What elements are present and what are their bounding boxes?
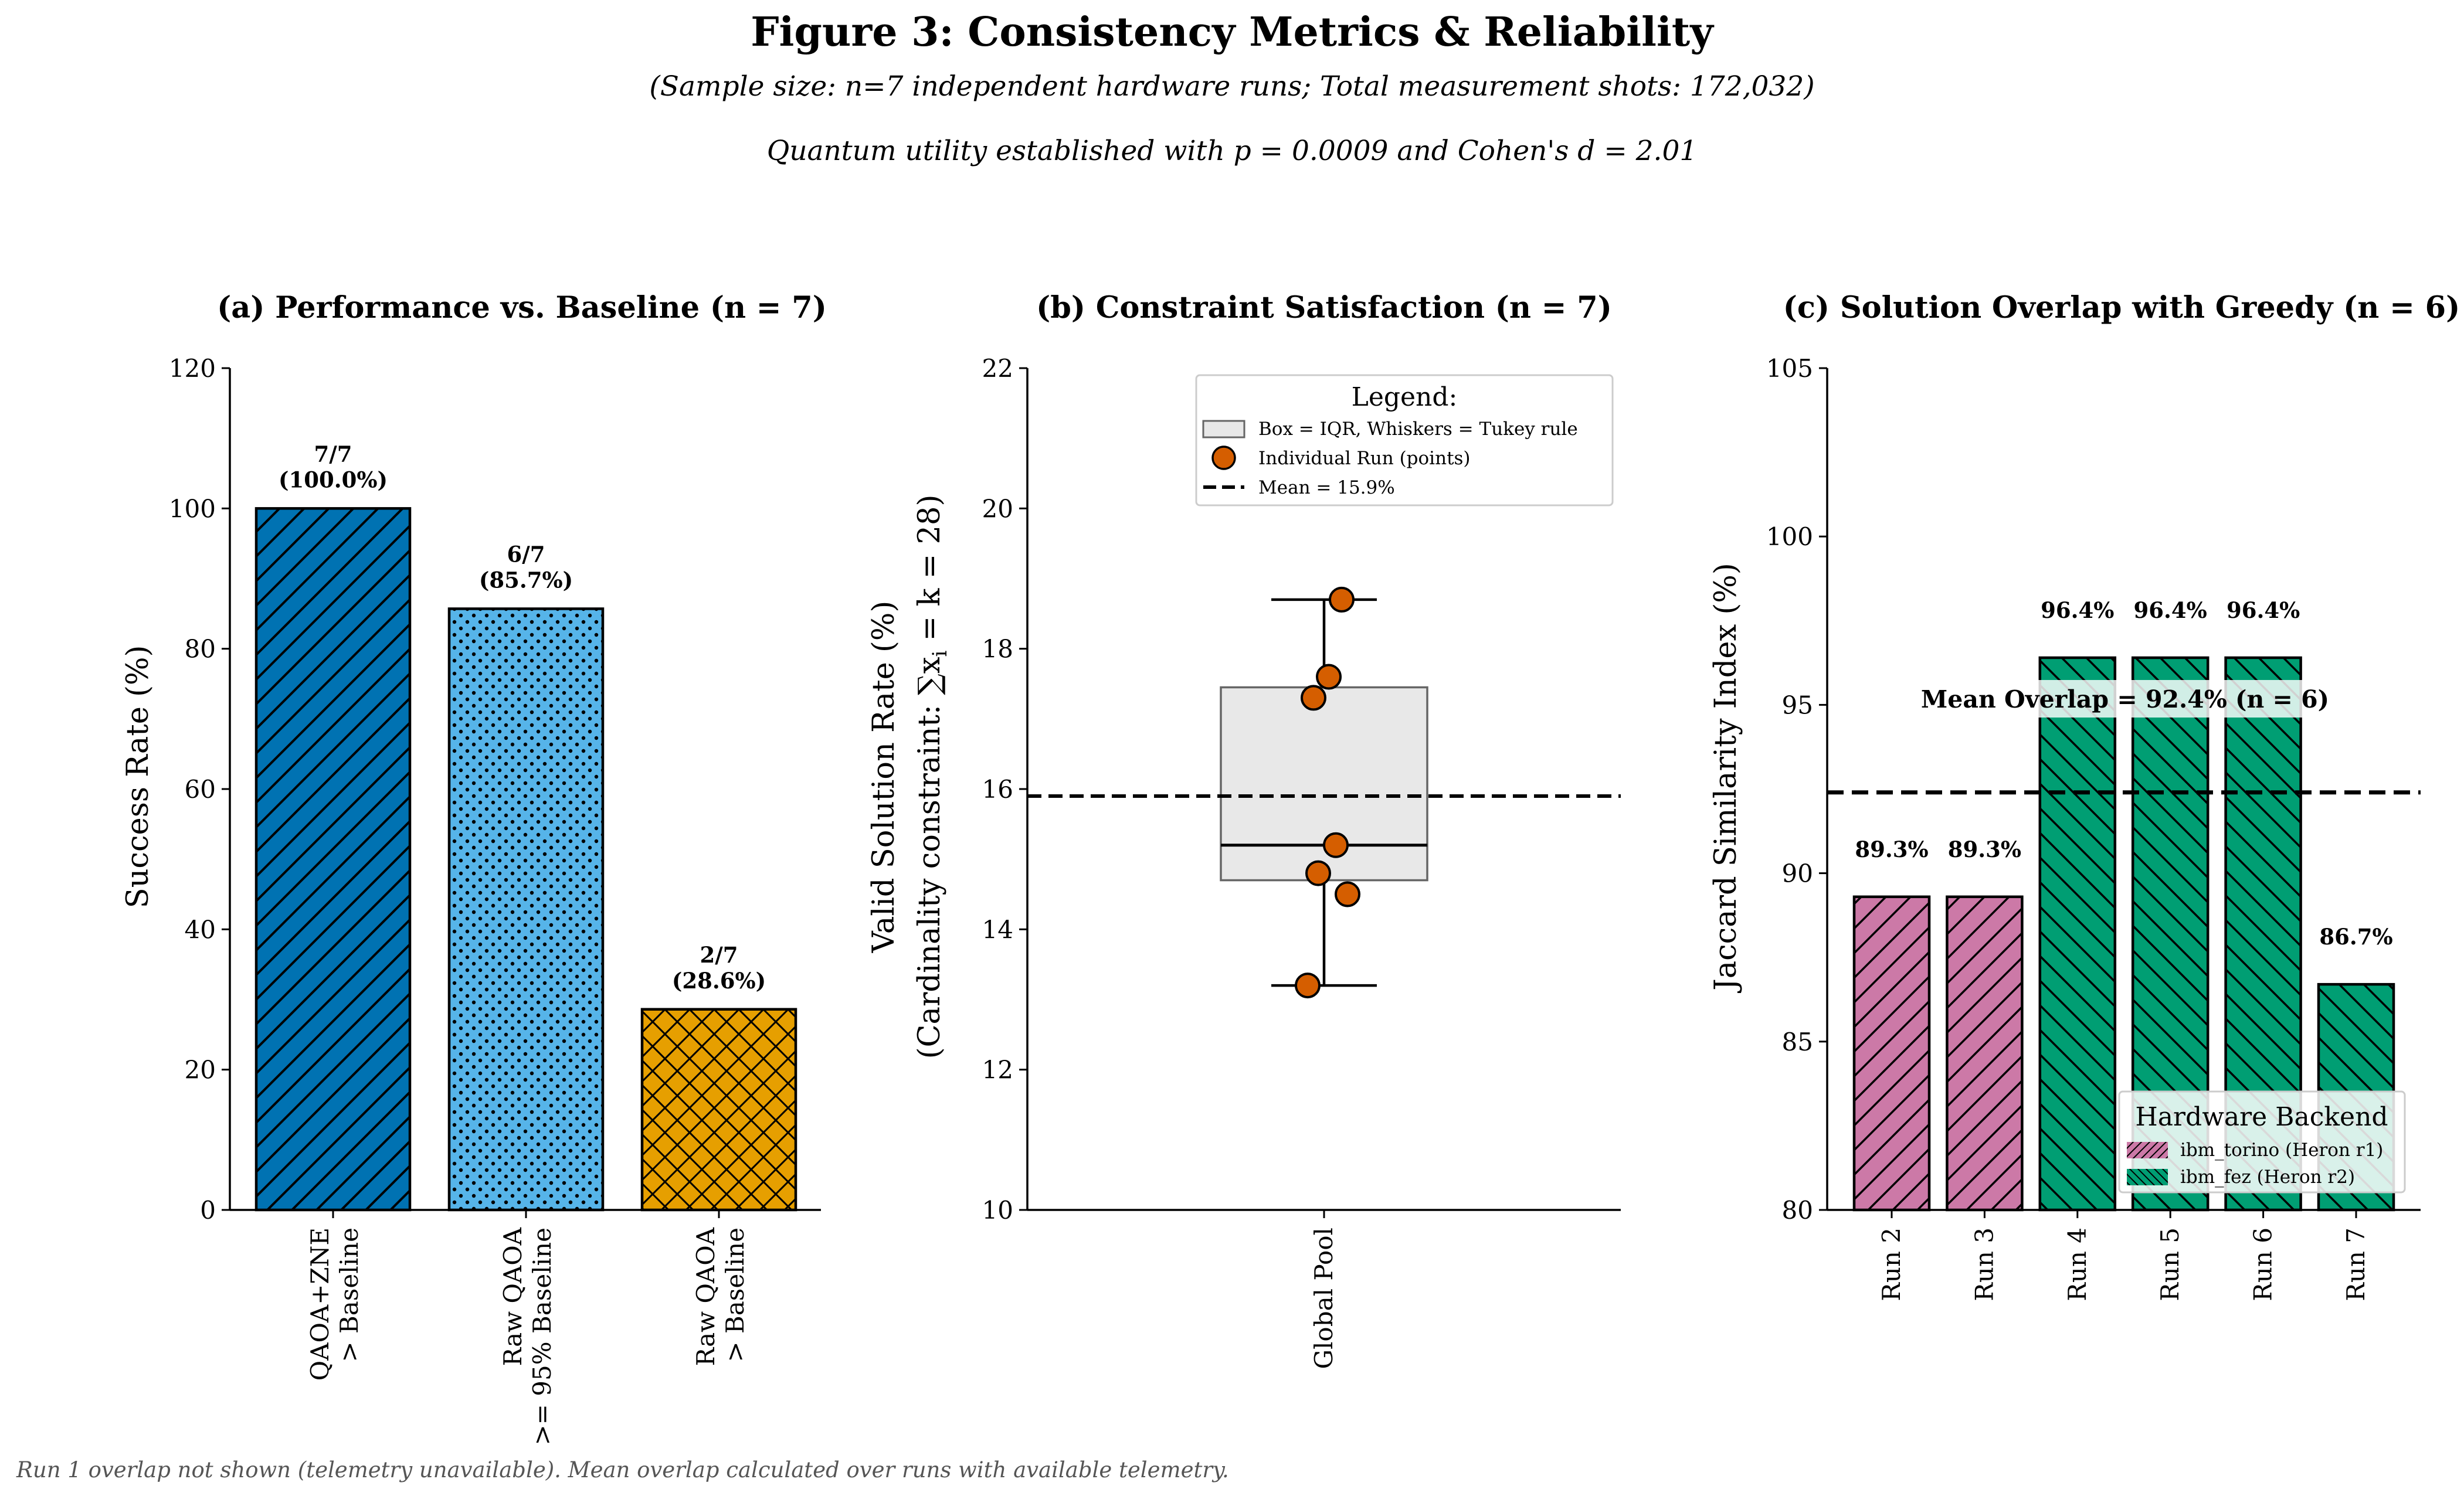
panel-b-legend-title: Legend: — [1352, 382, 1458, 412]
panel-b-y-tick-label: 22 — [982, 354, 1013, 383]
figure-subtitle-2: Quantum utility established with p = 0.0… — [767, 135, 1698, 167]
panel-c-axes: 80 85 90 95 100 105 Run 2 Run 3 Run 4 Run 5 Run 6 R… — [1766, 354, 2421, 1301]
figure-subtitle: (Sample size: n=7 independent hardware r… — [649, 70, 1814, 103]
panel-c-x-tick-label: Run 6 — [2249, 1228, 2278, 1301]
panel-a-y-tick-label: 80 — [185, 635, 216, 664]
panel-c-y-tick-label: 100 — [1766, 522, 1813, 551]
bar-data-label: 96.4% — [2227, 597, 2300, 623]
panel-a-x-tick-label: > Baseline — [335, 1228, 364, 1362]
panel-b-y-tick-label: 20 — [982, 494, 1013, 523]
panel-b-y-tick-label: 10 — [982, 1196, 1013, 1225]
panel-b-plot — [1027, 586, 1621, 999]
panel-b-axes: 10 12 14 16 18 20 22 Global Pool — [982, 354, 1621, 1369]
panel-c-legend: Hardware Backend ibm_torino (Heron r1) i… — [2118, 1090, 2406, 1194]
panel-a-y-tick-label: 100 — [169, 494, 216, 523]
panel-a-x-tick-label: Raw QAOA — [498, 1227, 527, 1366]
panel-c-x-tick-label: Run 4 — [2063, 1228, 2092, 1301]
panel-b-ylabel-line1: (Cardinality constraint: ∑xi = k = 28) — [912, 495, 952, 1059]
panel-c-y-tick-label: 90 — [1782, 859, 1813, 888]
legend-point-swatch — [1211, 446, 1236, 470]
panel-c-x-tick-label: Run 2 — [1877, 1228, 1906, 1301]
run-point — [1323, 832, 1349, 858]
panel-c-y-tick-label: 85 — [1782, 1028, 1813, 1056]
bar-data-label: 96.4% — [2041, 597, 2114, 623]
bar-data-label: (100.0%) — [279, 467, 388, 492]
panel-b-legend: Legend: Box = IQR, Whiskers = Tukey rule… — [1195, 374, 1614, 506]
figure-footnote: Run 1 overlap not shown (telemetry unava… — [16, 1457, 1229, 1483]
panel-b-y-tick-label: 16 — [982, 775, 1013, 804]
iqr-box — [1220, 686, 1428, 882]
panel-a-y-tick-label: 0 — [200, 1196, 216, 1225]
panel-c-x-tick-label: Run 7 — [2341, 1228, 2370, 1301]
bar-data-label: 6/7 — [507, 541, 545, 567]
legend-torino-label: ibm_torino (Heron r1) — [2180, 1140, 2383, 1161]
run-point — [1305, 860, 1331, 886]
run-point — [1301, 685, 1326, 711]
legend-point-label: Individual Run (points) — [1258, 448, 1471, 469]
panel-b-legend-frame — [1195, 374, 1614, 506]
legend-mean-label: Mean = 15.9% — [1258, 477, 1395, 498]
run-point — [1316, 664, 1342, 690]
panel-c-x-tick-label: Run 3 — [1970, 1228, 1998, 1301]
panel-a-ylabel: Success Rate (%) — [121, 645, 155, 909]
panel-b-ylabel-pre: (Cardinality constraint: ∑x — [912, 657, 947, 1059]
panel-c-y-tick-label: 80 — [1782, 1196, 1813, 1225]
bar-data-label: 89.3% — [1855, 837, 1928, 862]
panel-b: (b) Constraint Satisfaction (n = 7) 10 12… — [867, 290, 1621, 1369]
panel-b-y-tick-label: 14 — [982, 915, 1013, 944]
bar-data-label: (28.6%) — [672, 968, 766, 994]
run-point — [1329, 586, 1355, 613]
bar-hatch — [1946, 895, 2024, 1212]
panel-c-x-tick-label: Run 5 — [2156, 1228, 2184, 1301]
panel-b-y-tick-label: 12 — [982, 1056, 1013, 1084]
bar-hatch — [640, 1008, 797, 1212]
panel-c-ylabel: Jaccard Similarity Index (%) — [1709, 563, 1743, 994]
panel-c-y-tick-label: 95 — [1782, 691, 1813, 719]
legend-torino-hatch — [2127, 1142, 2168, 1158]
figure-title: Figure 3: Consistency Metrics & Reliabil… — [751, 9, 1715, 56]
panel-c-legend-frame — [2118, 1090, 2406, 1194]
panel-a-y-tick-label: 120 — [169, 354, 216, 383]
bar-hatch — [254, 507, 412, 1212]
legend-box-label: Box = IQR, Whiskers = Tukey rule — [1258, 419, 1578, 440]
bar-hatch — [447, 607, 605, 1212]
legend-fez-label: ibm_fez (Heron r2) — [2180, 1167, 2355, 1188]
bar-data-label: 7/7 — [314, 441, 352, 467]
panel-b-ylabel-line2: Valid Solution Rate (%) — [867, 601, 901, 954]
legend-fez-hatch — [2127, 1169, 2168, 1185]
panel-a-title: (a) Performance vs. Baseline (n = 7) — [217, 290, 827, 325]
panel-b-title: (b) Constraint Satisfaction (n = 7) — [1036, 290, 1612, 325]
panel-a-y-tick-label: 40 — [185, 915, 216, 944]
panel-a-x-tick-label: > Baseline — [721, 1228, 749, 1362]
panel-c: (c) Solution Overlap with Greedy (n = 6)… — [1709, 290, 2460, 1301]
legend-box-swatch — [1202, 420, 1245, 438]
panel-c-title: (c) Solution Overlap with Greedy (n = 6) — [1783, 290, 2460, 325]
panel-b-ylabel-post: = k = 28) — [912, 495, 947, 651]
panel-a-x-tick-label: QAOA+ZNE — [306, 1228, 334, 1381]
panel-c-y-tick-label: 105 — [1766, 354, 1813, 383]
bar-data-label: 86.7% — [2319, 924, 2392, 950]
bar-data-label: (85.7%) — [479, 567, 573, 593]
panel-a-x-tick-label: Raw QAOA — [691, 1227, 720, 1366]
panel-a-y-tick-label: 60 — [185, 775, 216, 804]
panel-a-x-tick-label: >= 95% Baseline — [528, 1228, 556, 1446]
panel-b-x-tick-label: Global Pool — [1309, 1228, 1338, 1369]
panel-a-bars: 7/7(100.0%) 6/7(85.7%) 2/7(28.6%) — [254, 441, 797, 1212]
panel-b-y-tick-label: 18 — [982, 635, 1013, 664]
run-point — [1295, 973, 1321, 999]
panel-c-legend-title: Hardware Backend — [2135, 1102, 2388, 1132]
bar-data-label: 89.3% — [1948, 837, 2021, 862]
panel-b-ylabel-sub: i — [928, 651, 952, 657]
panel-c-mean-label: Mean Overlap = 92.4% (n = 6) — [1921, 685, 2329, 713]
bar-data-label: 96.4% — [2134, 597, 2207, 623]
run-point — [1335, 881, 1360, 907]
panel-a: (a) Performance vs. Baseline (n = 7) 0 20… — [121, 290, 827, 1446]
bar-hatch — [2038, 656, 2117, 1212]
bar-hatch — [1852, 895, 1931, 1212]
panel-a-y-tick-label: 20 — [185, 1056, 216, 1084]
mean-label-bg — [1920, 680, 2331, 718]
bar-data-label: 2/7 — [700, 942, 738, 968]
